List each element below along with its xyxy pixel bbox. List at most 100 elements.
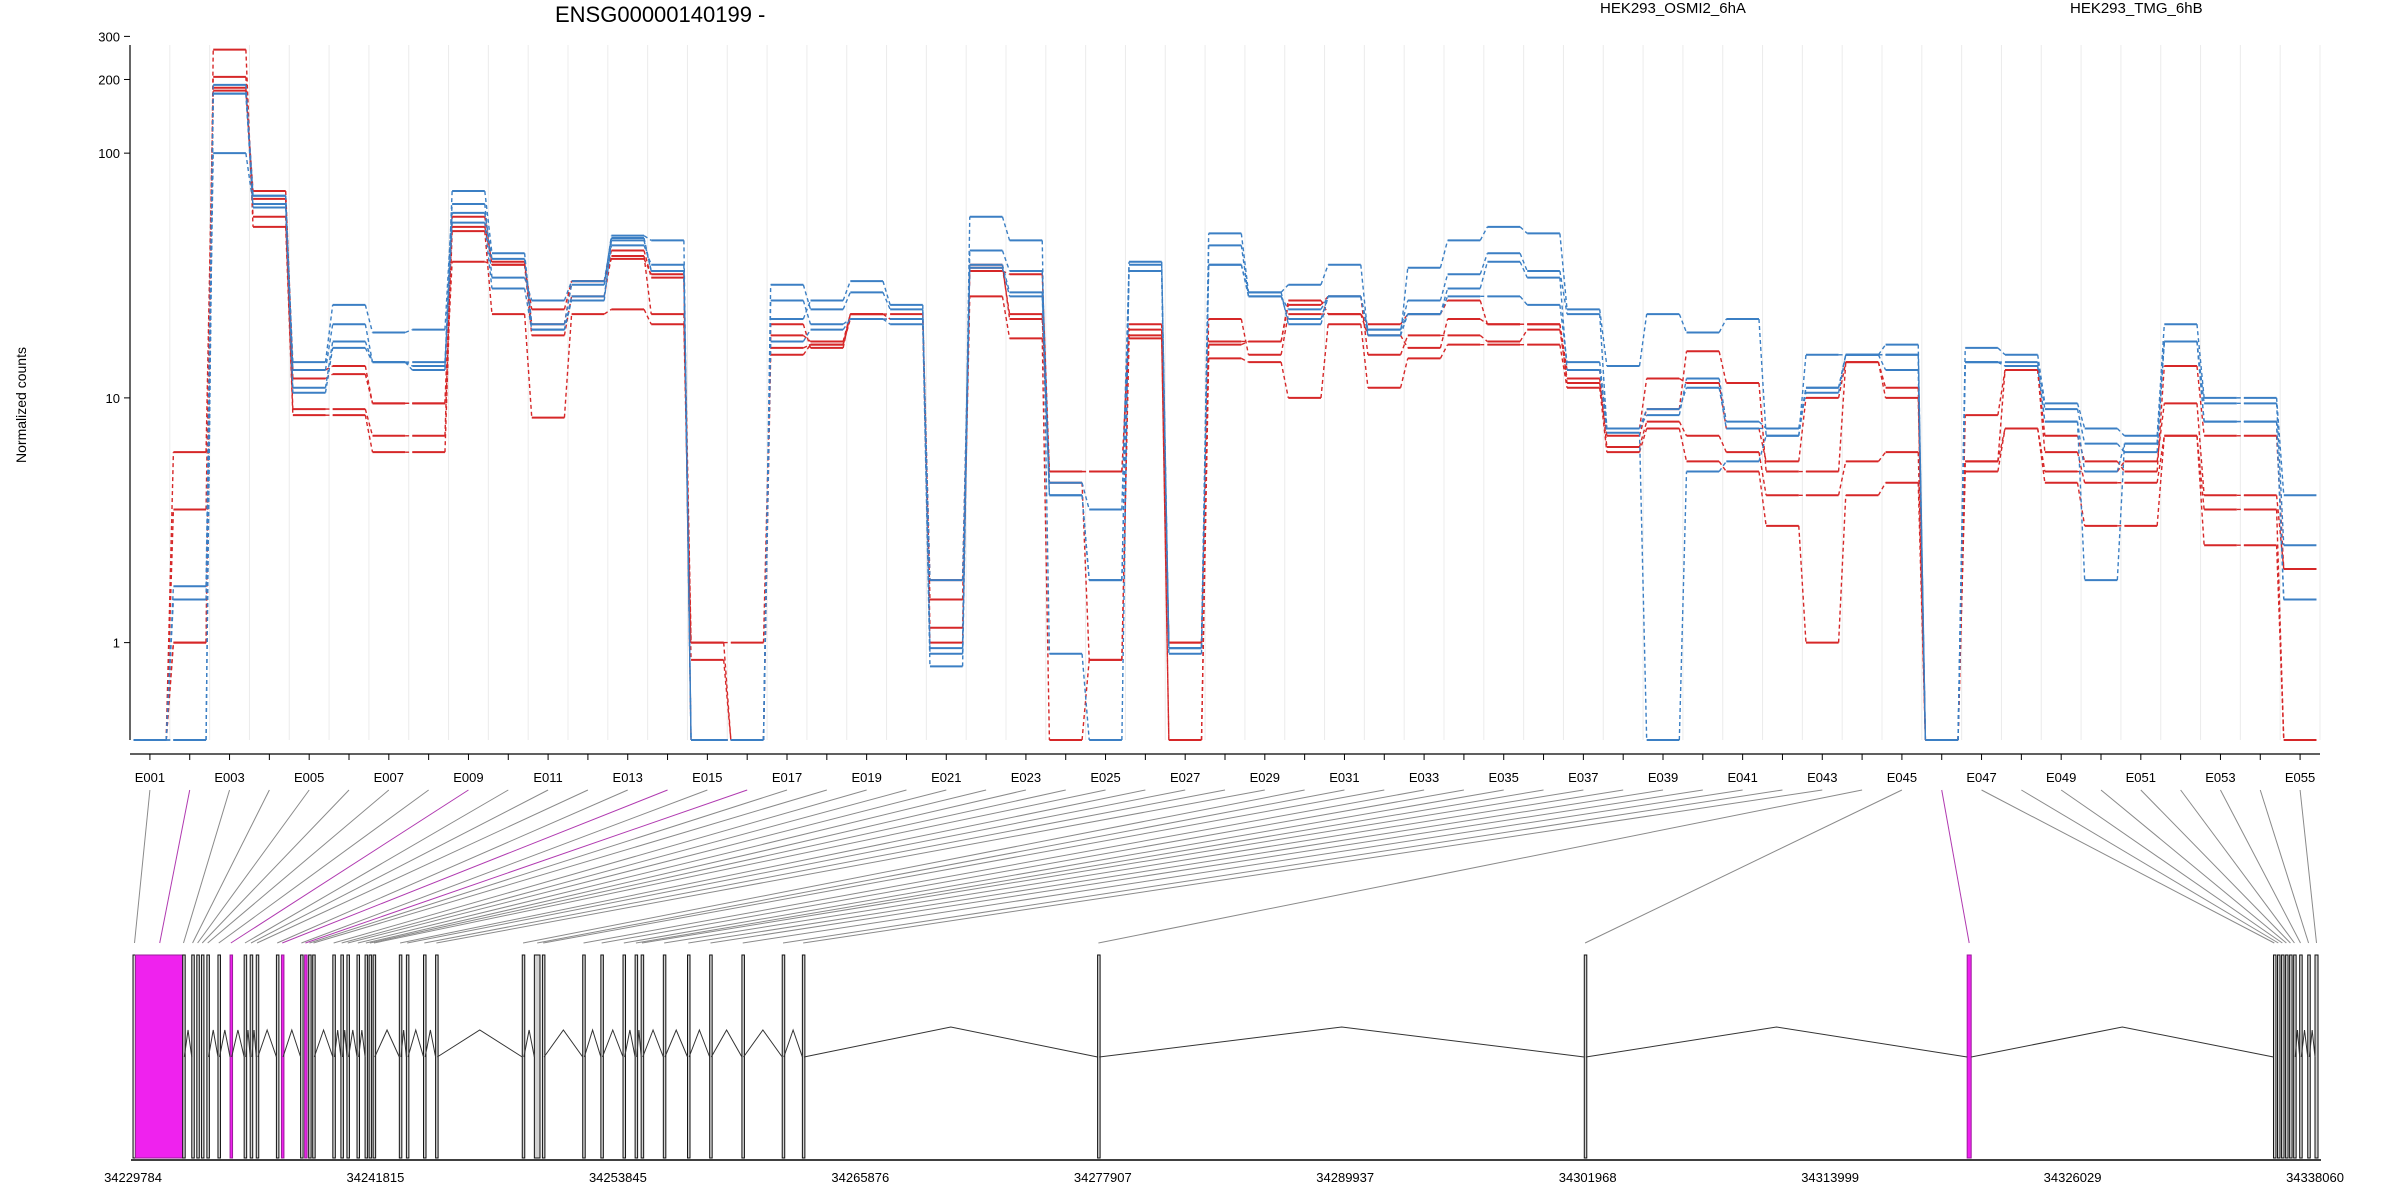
series-transition <box>1877 344 1887 356</box>
intron-chevron <box>407 1028 424 1058</box>
series-transition <box>2036 428 2046 472</box>
series-transition <box>364 347 374 363</box>
exon-connector <box>341 789 907 944</box>
series-transition <box>1360 324 1369 388</box>
series-transition <box>643 245 652 265</box>
exon-connector <box>2180 789 2295 944</box>
series-transition <box>2156 435 2166 526</box>
series-transition <box>2076 452 2086 483</box>
series-transition <box>325 365 334 371</box>
series-transition <box>1041 296 1051 496</box>
series-transition <box>1997 369 2006 462</box>
series-transition <box>683 264 692 741</box>
series-transition <box>484 190 493 254</box>
series-transition <box>284 207 294 393</box>
series-transition <box>1758 382 1767 472</box>
series-transition <box>364 365 374 404</box>
intron-chevron <box>664 1028 688 1058</box>
x-tick-label: E001 <box>135 770 165 785</box>
series-transition <box>1479 261 1489 289</box>
series-transition <box>1479 334 1488 343</box>
series-transition <box>1837 495 1847 643</box>
exon-connector <box>583 789 1425 944</box>
plot-axes: 1 10 100 200 300 E001 E003 E005 E007 E009 E011 E013… <box>98 29 2320 785</box>
x-tick-label: E017 <box>772 770 802 785</box>
exon-box <box>533 954 541 1159</box>
exon-connector <box>2259 789 2310 944</box>
x-tick-label: E019 <box>851 770 881 785</box>
x-tick-label: E041 <box>1727 770 1757 785</box>
series-transition <box>2076 408 2086 444</box>
genome-tick-label: 34301968 <box>1559 1170 1617 1185</box>
series-transition <box>1718 318 1727 333</box>
exon-box <box>2285 954 2289 1159</box>
series-transition <box>523 261 533 325</box>
series-transition <box>364 304 374 333</box>
exon-box <box>196 954 200 1159</box>
series-transition <box>1638 408 1648 429</box>
intron-chevron <box>710 1028 743 1058</box>
exon-connector <box>601 789 1464 944</box>
x-tick-label: E025 <box>1090 770 1120 785</box>
series-transition <box>1001 267 1011 297</box>
series-5 <box>133 152 2317 741</box>
series-transition <box>1081 495 1090 581</box>
exon-connector <box>305 789 748 944</box>
legend-osmi2-label: HEK293_OSMI2_6hA <box>1600 0 1746 17</box>
series-transition <box>1160 335 1170 741</box>
series-transition <box>2156 324 2166 436</box>
x-tick-label: E035 <box>1489 770 1519 785</box>
intron-chevron <box>374 1028 400 1058</box>
exon-connector <box>230 789 469 944</box>
intron-chevron <box>257 1028 277 1058</box>
x-tick-label: E049 <box>2046 770 2076 785</box>
series-transition <box>563 280 573 301</box>
series-transition <box>2116 443 2126 581</box>
intron-chevron <box>783 1028 803 1058</box>
series-transition <box>404 361 413 367</box>
series-transition <box>1758 435 1767 462</box>
intron-chevron <box>2300 1029 2309 1058</box>
series-transition <box>2196 403 2205 496</box>
exon-connector <box>357 789 987 944</box>
series-transition <box>1559 233 1568 310</box>
exon-connector <box>347 789 947 944</box>
exon-connector <box>635 789 1544 944</box>
exon-connector <box>710 789 1703 944</box>
exon-connector <box>664 789 1624 944</box>
series-transition <box>842 318 851 331</box>
exon-connector <box>424 789 1226 944</box>
series-transition <box>2196 324 2205 398</box>
series-transition <box>1160 338 1170 741</box>
x-tick-label: E023 <box>1011 770 1041 785</box>
series-transition <box>1559 270 1568 315</box>
intron-chevron <box>282 1028 302 1058</box>
exon-box <box>2314 954 2319 1159</box>
series-transition <box>484 226 493 262</box>
exon-connector <box>742 789 1743 944</box>
series-transition <box>803 344 811 349</box>
exon-connector <box>244 789 509 944</box>
series-transition <box>842 313 851 345</box>
x-tick-label: E043 <box>1807 770 1837 785</box>
series-transition <box>1798 525 1807 643</box>
series-transition <box>882 318 891 325</box>
legend-tmg-label: HEK293_TMG_6hB <box>2070 0 2203 17</box>
series-transition <box>1678 421 1688 437</box>
series-transition <box>2116 461 2126 472</box>
series-transition <box>643 235 652 241</box>
series-transition <box>1240 264 1250 293</box>
x-tick-label: E033 <box>1409 770 1439 785</box>
exon-box <box>372 954 377 1159</box>
exon-connector <box>2021 789 2279 944</box>
series-transition <box>245 84 254 196</box>
series-transition <box>523 314 533 418</box>
series-transition <box>2076 421 2086 472</box>
series-transition <box>1320 296 1329 325</box>
series-transition <box>603 235 613 285</box>
series-transition <box>842 292 851 310</box>
intron-chevron <box>219 1029 231 1058</box>
series-transition <box>1519 329 1528 342</box>
exon-connector <box>2140 789 2291 944</box>
